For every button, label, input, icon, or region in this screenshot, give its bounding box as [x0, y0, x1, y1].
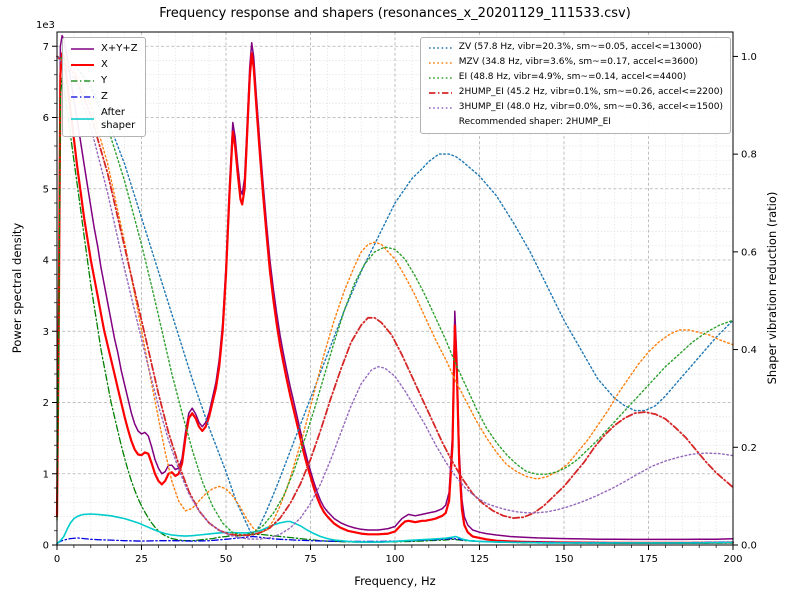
legend-line-EI-icon — [428, 77, 452, 79]
legend-line-sum-icon — [71, 47, 94, 50]
svg-text:0.4: 0.4 — [741, 345, 757, 356]
legend-line-3HUMP_EI-icon — [428, 107, 452, 109]
legend-item-label: MZV (34.8 Hz, vibr=3.6%, sm~=0.17, accel… — [458, 57, 698, 68]
legend-item-label: Y — [101, 75, 108, 86]
svg-text:1: 1 — [43, 469, 49, 480]
legend-item: EI (48.8 Hz, vibr=4.9%, sm~=0.14, accel<… — [428, 72, 723, 84]
recommended-shaper-note: Recommended shaper: 2HUMP_EI — [428, 117, 723, 129]
svg-text:175: 175 — [639, 554, 658, 565]
svg-text:100: 100 — [385, 554, 404, 565]
svg-text:0.8: 0.8 — [741, 150, 757, 161]
legend-item-label: Z — [101, 91, 108, 102]
psd-legend: X+Y+Z X Y Z After shaper — [62, 37, 146, 137]
legend-item-label: EI (48.8 Hz, vibr=4.9%, sm~=0.14, accel<… — [458, 72, 687, 83]
legend-line-2HUMP_EI-icon — [428, 92, 452, 94]
svg-text:3: 3 — [43, 327, 49, 338]
legend-item-label: X — [101, 59, 108, 70]
svg-text:1.0: 1.0 — [741, 52, 757, 63]
svg-text:125: 125 — [470, 554, 489, 565]
legend-line-x-icon — [71, 63, 94, 66]
svg-text:6: 6 — [43, 113, 49, 124]
svg-text:4: 4 — [43, 256, 49, 267]
legend-item: ZV (57.8 Hz, vibr=20.3%, sm~=0.05, accel… — [428, 42, 723, 54]
legend-line-y-icon — [71, 79, 94, 82]
legend-line-z-icon — [71, 95, 94, 98]
legend-item: After shaper — [70, 106, 138, 132]
y-axis-scale-label: 1e3 — [36, 20, 55, 31]
svg-text:5: 5 — [43, 184, 49, 195]
legend-line-MZV-icon — [428, 62, 452, 64]
svg-text:0: 0 — [43, 541, 49, 552]
legend-item: MZV (34.8 Hz, vibr=3.6%, sm~=0.17, accel… — [428, 57, 723, 69]
legend-item-label: 3HUMP_EI (48.0 Hz, vibr=0.0%, sm~=0.36, … — [458, 102, 723, 113]
svg-text:200: 200 — [723, 554, 742, 565]
legend-line-ZV-icon — [428, 47, 452, 49]
svg-text:75: 75 — [304, 554, 317, 565]
svg-text:50: 50 — [220, 554, 233, 565]
legend-item: 2HUMP_EI (45.2 Hz, vibr=0.1%, sm~=0.26, … — [428, 87, 723, 99]
svg-text:25: 25 — [135, 554, 148, 565]
svg-text:7: 7 — [43, 42, 49, 53]
svg-text:0.2: 0.2 — [741, 443, 757, 454]
svg-text:0: 0 — [54, 554, 60, 565]
chart-title: Frequency response and shapers (resonanc… — [159, 6, 631, 21]
legend-item-label: ZV (57.8 Hz, vibr=20.3%, sm~=0.05, accel… — [458, 42, 702, 53]
shaper-legend: ZV (57.8 Hz, vibr=20.3%, sm~=0.05, accel… — [419, 37, 731, 134]
svg-text:0.0: 0.0 — [741, 541, 757, 552]
svg-text:150: 150 — [554, 554, 573, 565]
legend-item: 3HUMP_EI (48.0 Hz, vibr=0.0%, sm~=0.36, … — [428, 102, 723, 114]
recommended-shaper-label: Recommended shaper: 2HUMP_EI — [458, 117, 611, 127]
legend-item: Y — [70, 74, 138, 87]
svg-text:0.6: 0.6 — [741, 247, 757, 258]
x-axis-label: Frequency, Hz — [354, 574, 436, 588]
legend-line-after_shaper-icon — [71, 118, 94, 120]
legend-item: X+Y+Z — [70, 42, 138, 55]
legend-item-label: 2HUMP_EI (45.2 Hz, vibr=0.1%, sm~=0.26, … — [458, 87, 723, 98]
legend-item-label: X+Y+Z — [101, 43, 138, 54]
svg-text:2: 2 — [43, 398, 49, 409]
legend-item: X — [70, 58, 138, 71]
legend-item: Z — [70, 90, 138, 103]
y-axis-label-right: Shaper vibration reduction (ratio) — [765, 191, 779, 385]
legend-item-label: After shaper — [101, 107, 136, 131]
y-axis-label-left: Power spectral density — [10, 222, 24, 354]
